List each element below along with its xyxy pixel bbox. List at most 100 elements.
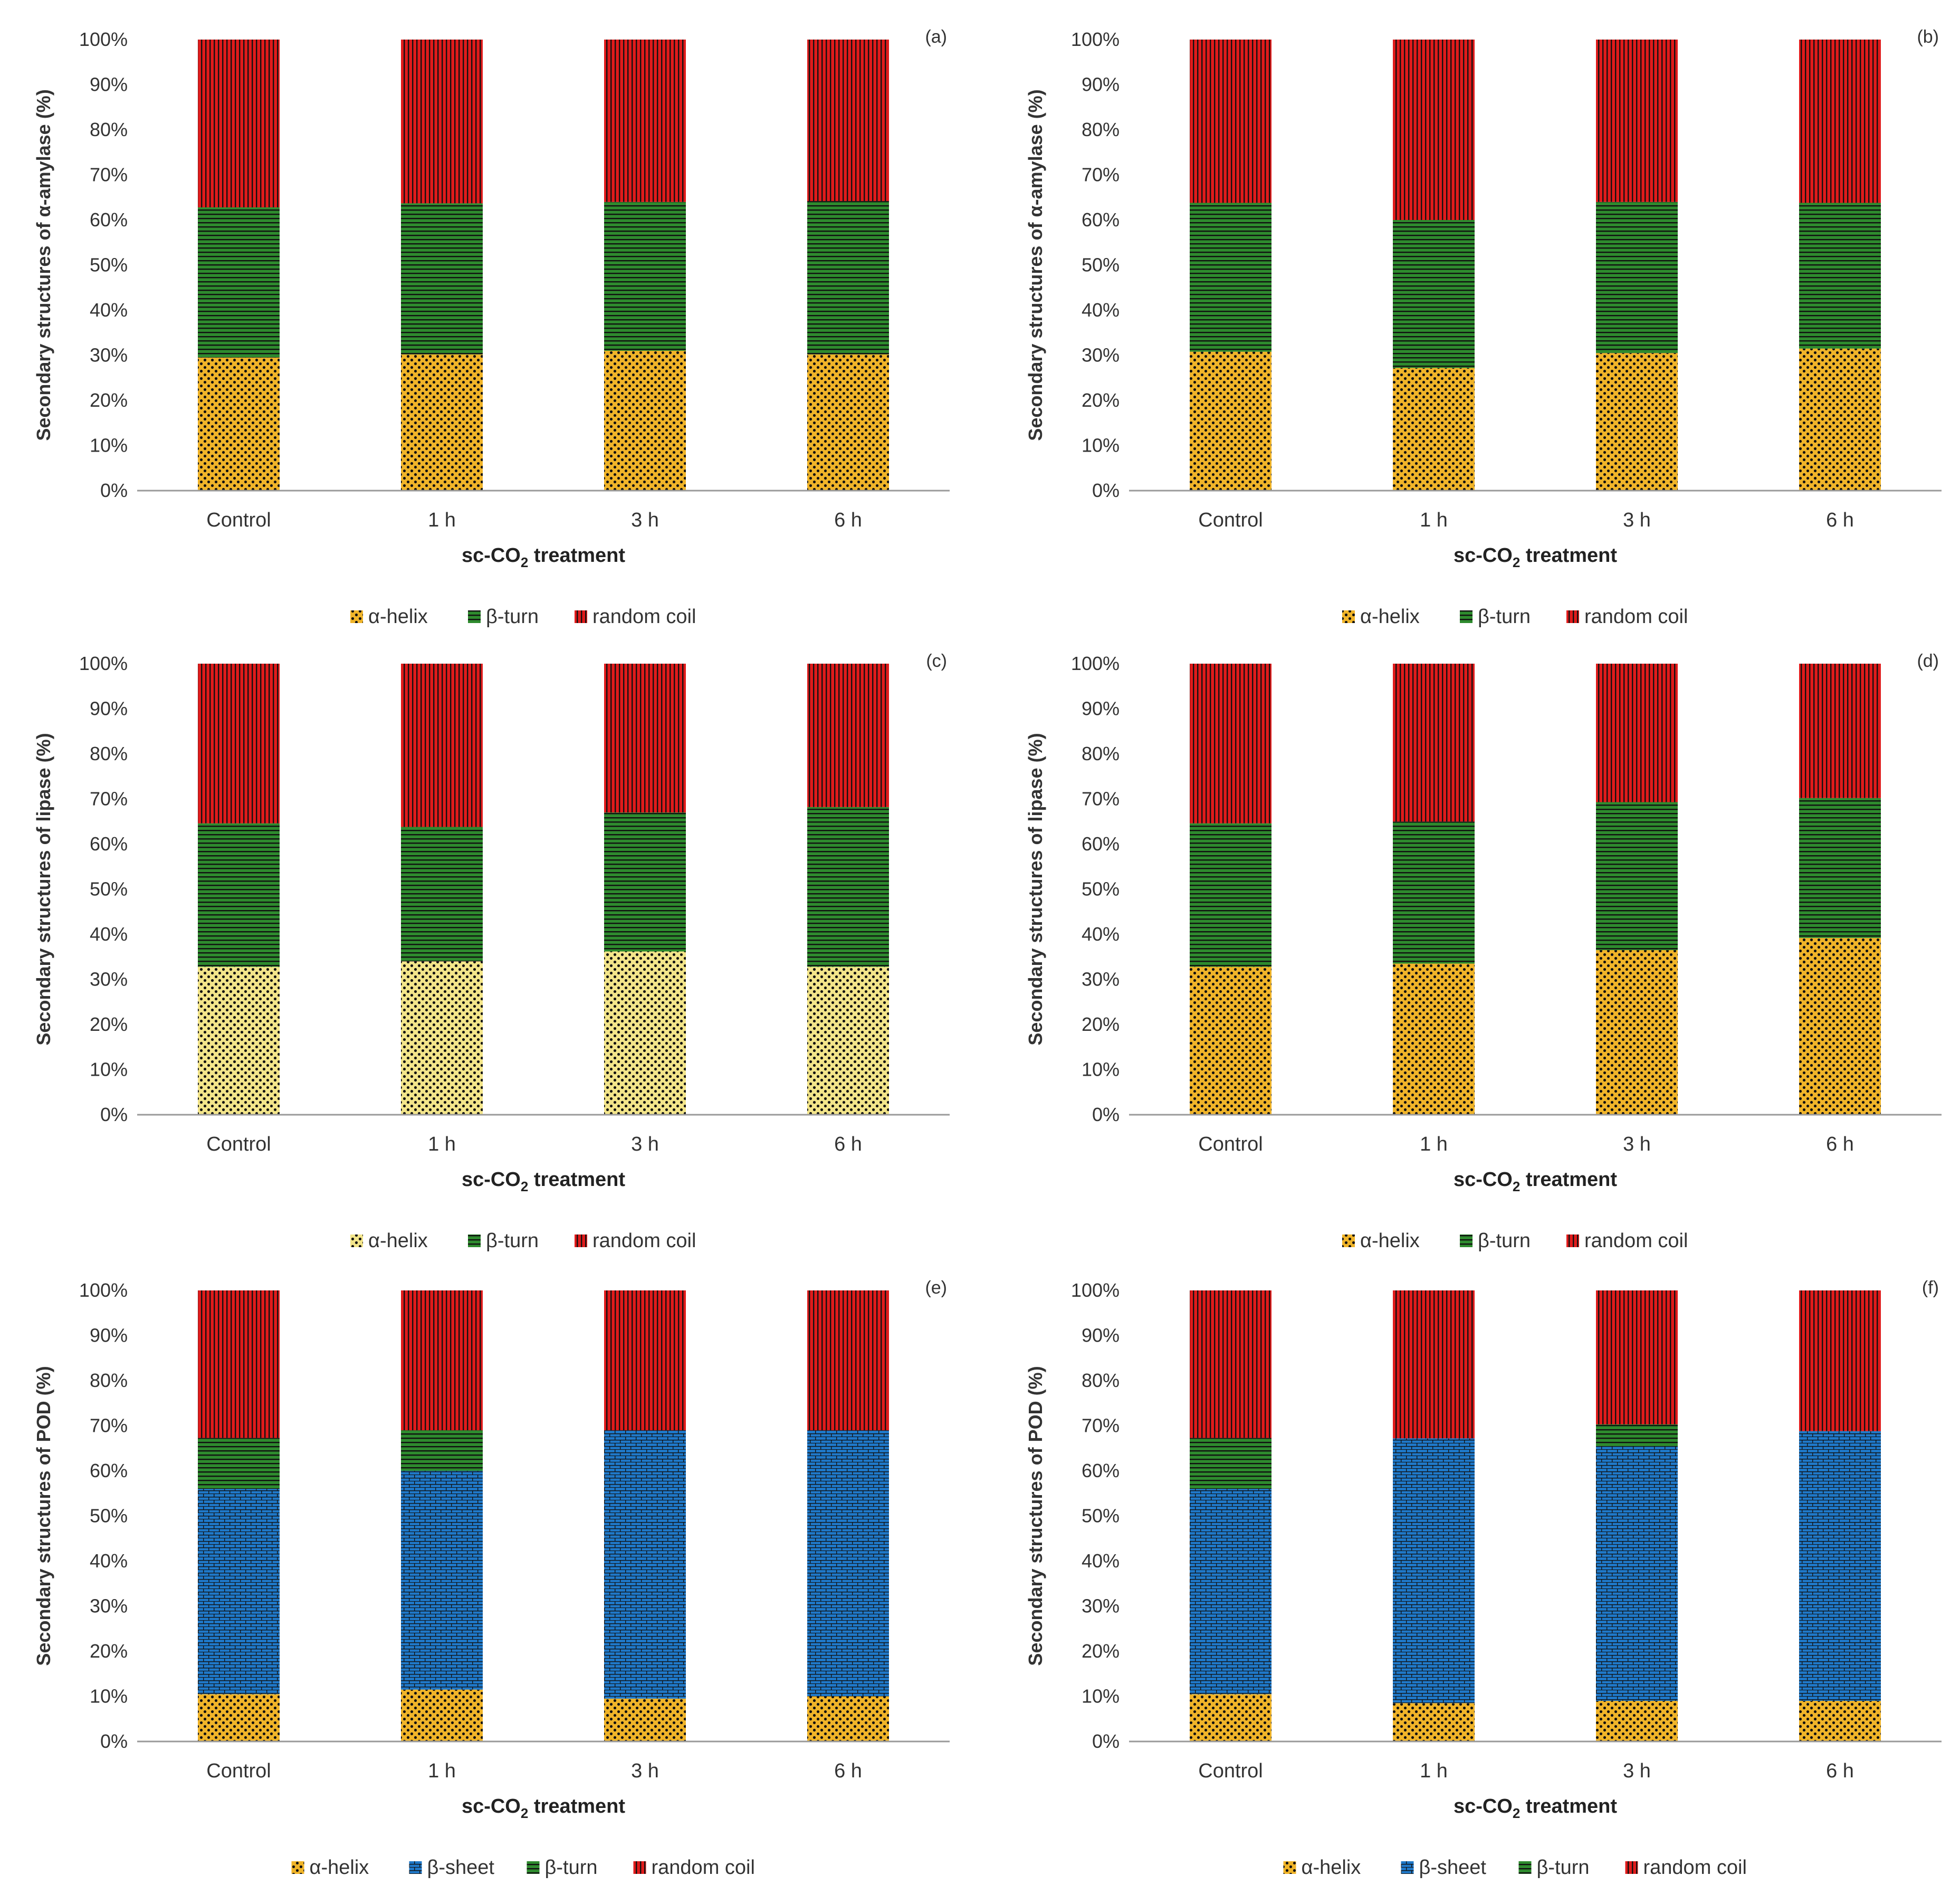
y-tick-label: 80% [1082,119,1120,140]
bar-segment-random-coil [1596,1290,1678,1424]
y-tick-label: 50% [90,1505,128,1527]
x-tick-label: Control [1198,1760,1263,1782]
x-tick-label: 6 h [1826,1133,1854,1155]
bar-segment-random-coil [1190,664,1271,824]
y-tick-label: 70% [90,1415,128,1437]
y-tick-label: 30% [1082,969,1120,990]
y-tick-label: 50% [1082,878,1120,900]
bar-segment-alpha-helix [807,1696,889,1741]
bar-segment-alpha-helix [604,1698,686,1741]
bar-segment-beta-sheet [1190,1489,1271,1695]
bar-segment-alpha-helix [1596,353,1678,491]
bar-segment-beta-turn [1596,1424,1678,1446]
legend-label: α-helix [1360,1230,1420,1252]
legend-label: β-turn [486,606,539,628]
bar-segment-alpha-helix [1190,1694,1271,1741]
x-tick-label: Control [1198,509,1263,531]
y-tick-label: 30% [90,344,128,366]
legend: α-helix β-turn random coil [350,606,696,628]
y-tick-label: 90% [1082,698,1120,720]
y-tick-label: 60% [1082,209,1120,231]
legend-swatch-alpha-helix [1342,1234,1355,1247]
x-tick-label: 6 h [834,1133,862,1155]
bar-segment-random-coil [198,1290,280,1438]
y-tick-label: 0% [1092,1104,1120,1125]
y-axis-title: Secondary structures of α-amylase (%) [1025,89,1046,441]
bar-segment-beta-sheet [1799,1431,1881,1701]
y-tick-label: 100% [79,28,128,50]
legend-label: random coil [1584,606,1688,628]
bar-segment-random-coil [1596,664,1678,802]
legend-label: random coil [592,606,696,628]
y-tick-label: 70% [90,164,128,186]
legend-label: β-turn [1478,606,1531,628]
legend-swatch-beta-sheet [409,1861,422,1874]
bar-segment-beta-turn [198,823,280,967]
x-tick-label: 3 h [631,509,659,531]
legend-swatch-random-coil [1566,610,1579,623]
y-tick-label: 70% [1082,1415,1120,1437]
bar-segment-beta-turn [807,807,889,967]
legend-label: β-turn [1537,1856,1590,1879]
legend-label: β-turn [545,1856,598,1879]
bar-segment-random-coil [604,40,686,202]
y-tick-label: 90% [1082,1325,1120,1346]
legend-swatch-beta-turn [468,1234,481,1247]
bar-segment-beta-turn [604,202,686,351]
bar-segment-beta-turn [1799,203,1881,349]
bar-segment-alpha-helix [198,1694,280,1741]
bar-segment-beta-turn [401,1430,483,1471]
bar-segment-alpha-helix-pale [807,966,889,1115]
bar-segment-alpha-helix [1799,348,1881,491]
chart-panel-f: 0% 10% 20% 30% 40% 50% 60% 70% 80% 90% 100% Seconda… [1025,1278,1942,1879]
legend-swatch-beta-turn [1460,1234,1473,1247]
y-tick-label: 50% [1082,254,1120,276]
y-tick-label: 90% [90,698,128,720]
y-tick-label: 100% [79,1279,128,1301]
legend-swatch-alpha-helix [1342,610,1355,623]
legend: α-helix β-sheet β-turn random coil [291,1856,755,1879]
bar-segment-random-coil [1799,664,1881,798]
bar-segment-alpha-helix [807,354,889,491]
panel-label: (e) [925,1278,947,1298]
bar-segment-alpha-helix [1799,937,1881,1115]
x-tick-label: Control [1198,1133,1263,1155]
y-axis-title: Secondary structures of POD (%) [33,1366,54,1666]
y-tick-label: 100% [1071,1279,1120,1301]
x-tick-label: 3 h [1623,1133,1651,1155]
y-tick-label: 50% [1082,1505,1120,1527]
bar-segment-beta-turn [401,203,483,355]
x-tick-label: 3 h [1623,509,1651,531]
legend: α-helix β-turn random coil [1342,1230,1688,1252]
y-tick-label: 0% [100,480,128,501]
bar-segment-beta-turn [1596,202,1678,353]
bar-segment-beta-turn [807,201,889,355]
legend-label: α-helix [1302,1856,1361,1879]
y-axis-title: Secondary structures of α-amylase (%) [33,89,54,441]
bar-segment-beta-turn [1190,1438,1271,1489]
y-tick-label: 30% [90,1595,128,1617]
y-tick-label: 40% [90,1550,128,1572]
legend-swatch-random-coil [1625,1861,1638,1874]
panel-label: (a) [925,27,947,47]
y-tick-label: 90% [90,1325,128,1346]
chart-panels: 0% 10% 20% 30% 40% 50% 60% 70% 80% 90% 100% Seconda… [33,27,1942,1879]
x-tick-label: 1 h [1420,1760,1448,1782]
chart-panel-b: 0% 10% 20% 30% 40% 50% 60% 70% 80% 90% 100% Seconda… [1025,27,1942,628]
legend-swatch-alpha-helix-pale [350,1234,363,1247]
x-axis-title: sc-CO2 treatment [1454,1169,1617,1194]
legend-label: α-helix [368,1230,428,1252]
y-tick-label: 50% [90,878,128,900]
bar-segment-alpha-helix [1393,1703,1475,1741]
panel-label: (d) [1917,651,1939,671]
bar-segment-random-coil [401,664,483,827]
y-tick-label: 100% [1071,653,1120,674]
x-tick-label: 6 h [834,509,862,531]
bar-segment-random-coil [1596,40,1678,202]
x-tick-label: 3 h [1623,1760,1651,1782]
bar-segment-beta-turn [1190,823,1271,967]
legend-label: random coil [652,1856,755,1879]
legend-swatch-beta-turn [468,610,481,623]
legend-label: β-sheet [427,1856,495,1879]
